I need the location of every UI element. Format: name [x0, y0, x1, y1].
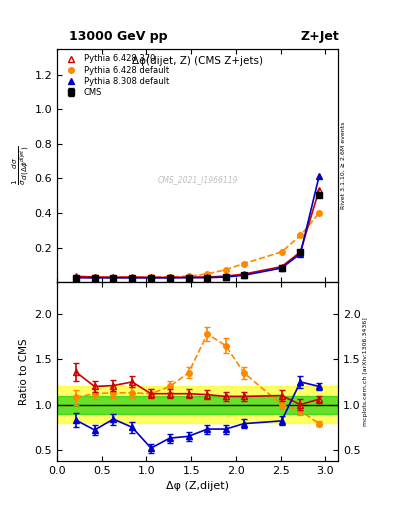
Pythia 6.428 default [130, 274, 134, 281]
Pythia 8.308 default [298, 250, 303, 257]
Y-axis label: Rivet 3.1.10, ≥ 2.6M events: Rivet 3.1.10, ≥ 2.6M events [341, 122, 346, 209]
Text: CMS_2021_I1966119: CMS_2021_I1966119 [157, 175, 238, 184]
Pythia 6.428 default [186, 273, 191, 279]
Pythia 6.428 default [279, 249, 284, 255]
X-axis label: Δφ (Z,dijet): Δφ (Z,dijet) [166, 481, 229, 491]
Pythia 6.428 370 [205, 274, 210, 280]
Pythia 6.428 370 [298, 249, 303, 255]
Text: Δφ(dijet, Z) (CMS Z+jets): Δφ(dijet, Z) (CMS Z+jets) [132, 56, 263, 66]
Pythia 6.428 370 [92, 274, 97, 280]
Text: Z+Jet: Z+Jet [300, 30, 339, 42]
Bar [57, 387, 338, 423]
Pythia 6.428 370 [223, 273, 228, 279]
Pythia 6.428 370 [130, 274, 134, 280]
Pythia 6.428 default [223, 267, 228, 273]
Pythia 8.308 default [205, 274, 210, 281]
Pythia 8.308 default [92, 275, 97, 281]
Line: Pythia 8.308 default: Pythia 8.308 default [72, 173, 323, 282]
Pythia 6.428 default [73, 274, 78, 281]
Pythia 8.308 default [149, 275, 153, 281]
Line: Pythia 6.428 370: Pythia 6.428 370 [72, 186, 323, 281]
Pythia 6.428 default [242, 261, 246, 267]
Pythia 6.428 370 [73, 273, 78, 280]
Y-axis label: Ratio to CMS: Ratio to CMS [19, 338, 29, 405]
Line: Pythia 6.428 default: Pythia 6.428 default [73, 210, 322, 280]
Bar [57, 396, 338, 414]
Pythia 6.428 default [205, 271, 210, 277]
Pythia 6.428 370 [167, 274, 172, 281]
Y-axis label: $\frac{1}{\sigma}\frac{d\sigma}{d(\Delta\phi^{dijet})}$: $\frac{1}{\sigma}\frac{d\sigma}{d(\Delta… [10, 145, 31, 185]
Pythia 6.428 370 [111, 274, 116, 280]
Pythia 6.428 default [149, 274, 153, 281]
Pythia 8.308 default [186, 274, 191, 281]
Pythia 8.308 default [242, 272, 246, 279]
Pythia 6.428 default [317, 210, 321, 216]
Pythia 6.428 default [92, 274, 97, 281]
Pythia 6.428 370 [242, 271, 246, 277]
Pythia 6.428 default [111, 274, 116, 281]
Pythia 6.428 default [167, 274, 172, 280]
Pythia 8.308 default [279, 265, 284, 271]
Legend: Pythia 6.428 370, Pythia 6.428 default, Pythia 8.308 default, CMS: Pythia 6.428 370, Pythia 6.428 default, … [60, 52, 171, 99]
Pythia 6.428 default [298, 232, 303, 239]
Pythia 6.428 370 [279, 264, 284, 270]
Text: 13000 GeV pp: 13000 GeV pp [69, 30, 167, 42]
Y-axis label: mcplots.cern.ch [arXiv:1306.3436]: mcplots.cern.ch [arXiv:1306.3436] [364, 317, 368, 426]
Pythia 6.428 370 [317, 186, 321, 193]
Pythia 8.308 default [317, 173, 321, 179]
Pythia 8.308 default [111, 275, 116, 281]
Pythia 8.308 default [130, 275, 134, 281]
Pythia 8.308 default [167, 275, 172, 281]
Pythia 8.308 default [73, 274, 78, 281]
Pythia 8.308 default [223, 274, 228, 280]
Pythia 6.428 370 [149, 274, 153, 281]
Pythia 6.428 370 [186, 274, 191, 280]
